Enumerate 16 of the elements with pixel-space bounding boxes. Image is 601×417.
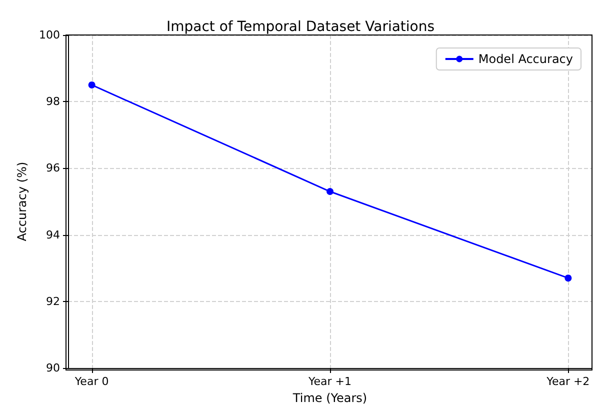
chart-title: Impact of Temporal Dataset Variations (166, 19, 435, 35)
y-tick-label: 92 (46, 294, 60, 308)
x-tick-label: Year +2 (546, 375, 590, 388)
y-tick-label: 90 (46, 362, 60, 374)
y-tick-label: 98 (46, 95, 60, 108)
y-axis-title: Accuracy (%) (15, 162, 29, 242)
x-axis-title: Time (Years) (292, 391, 368, 405)
point (88, 81, 96, 88)
legend-label: Model Accuracy (478, 52, 574, 66)
x-tick-label: Year 0 (74, 375, 109, 388)
y-tick-label: 100 (39, 28, 60, 42)
y-tick-label: 94 (46, 228, 60, 242)
point (564, 274, 572, 282)
x-tick-label: Year +1 (307, 375, 352, 388)
y-tick-label: 96 (46, 162, 60, 175)
point (326, 188, 334, 196)
